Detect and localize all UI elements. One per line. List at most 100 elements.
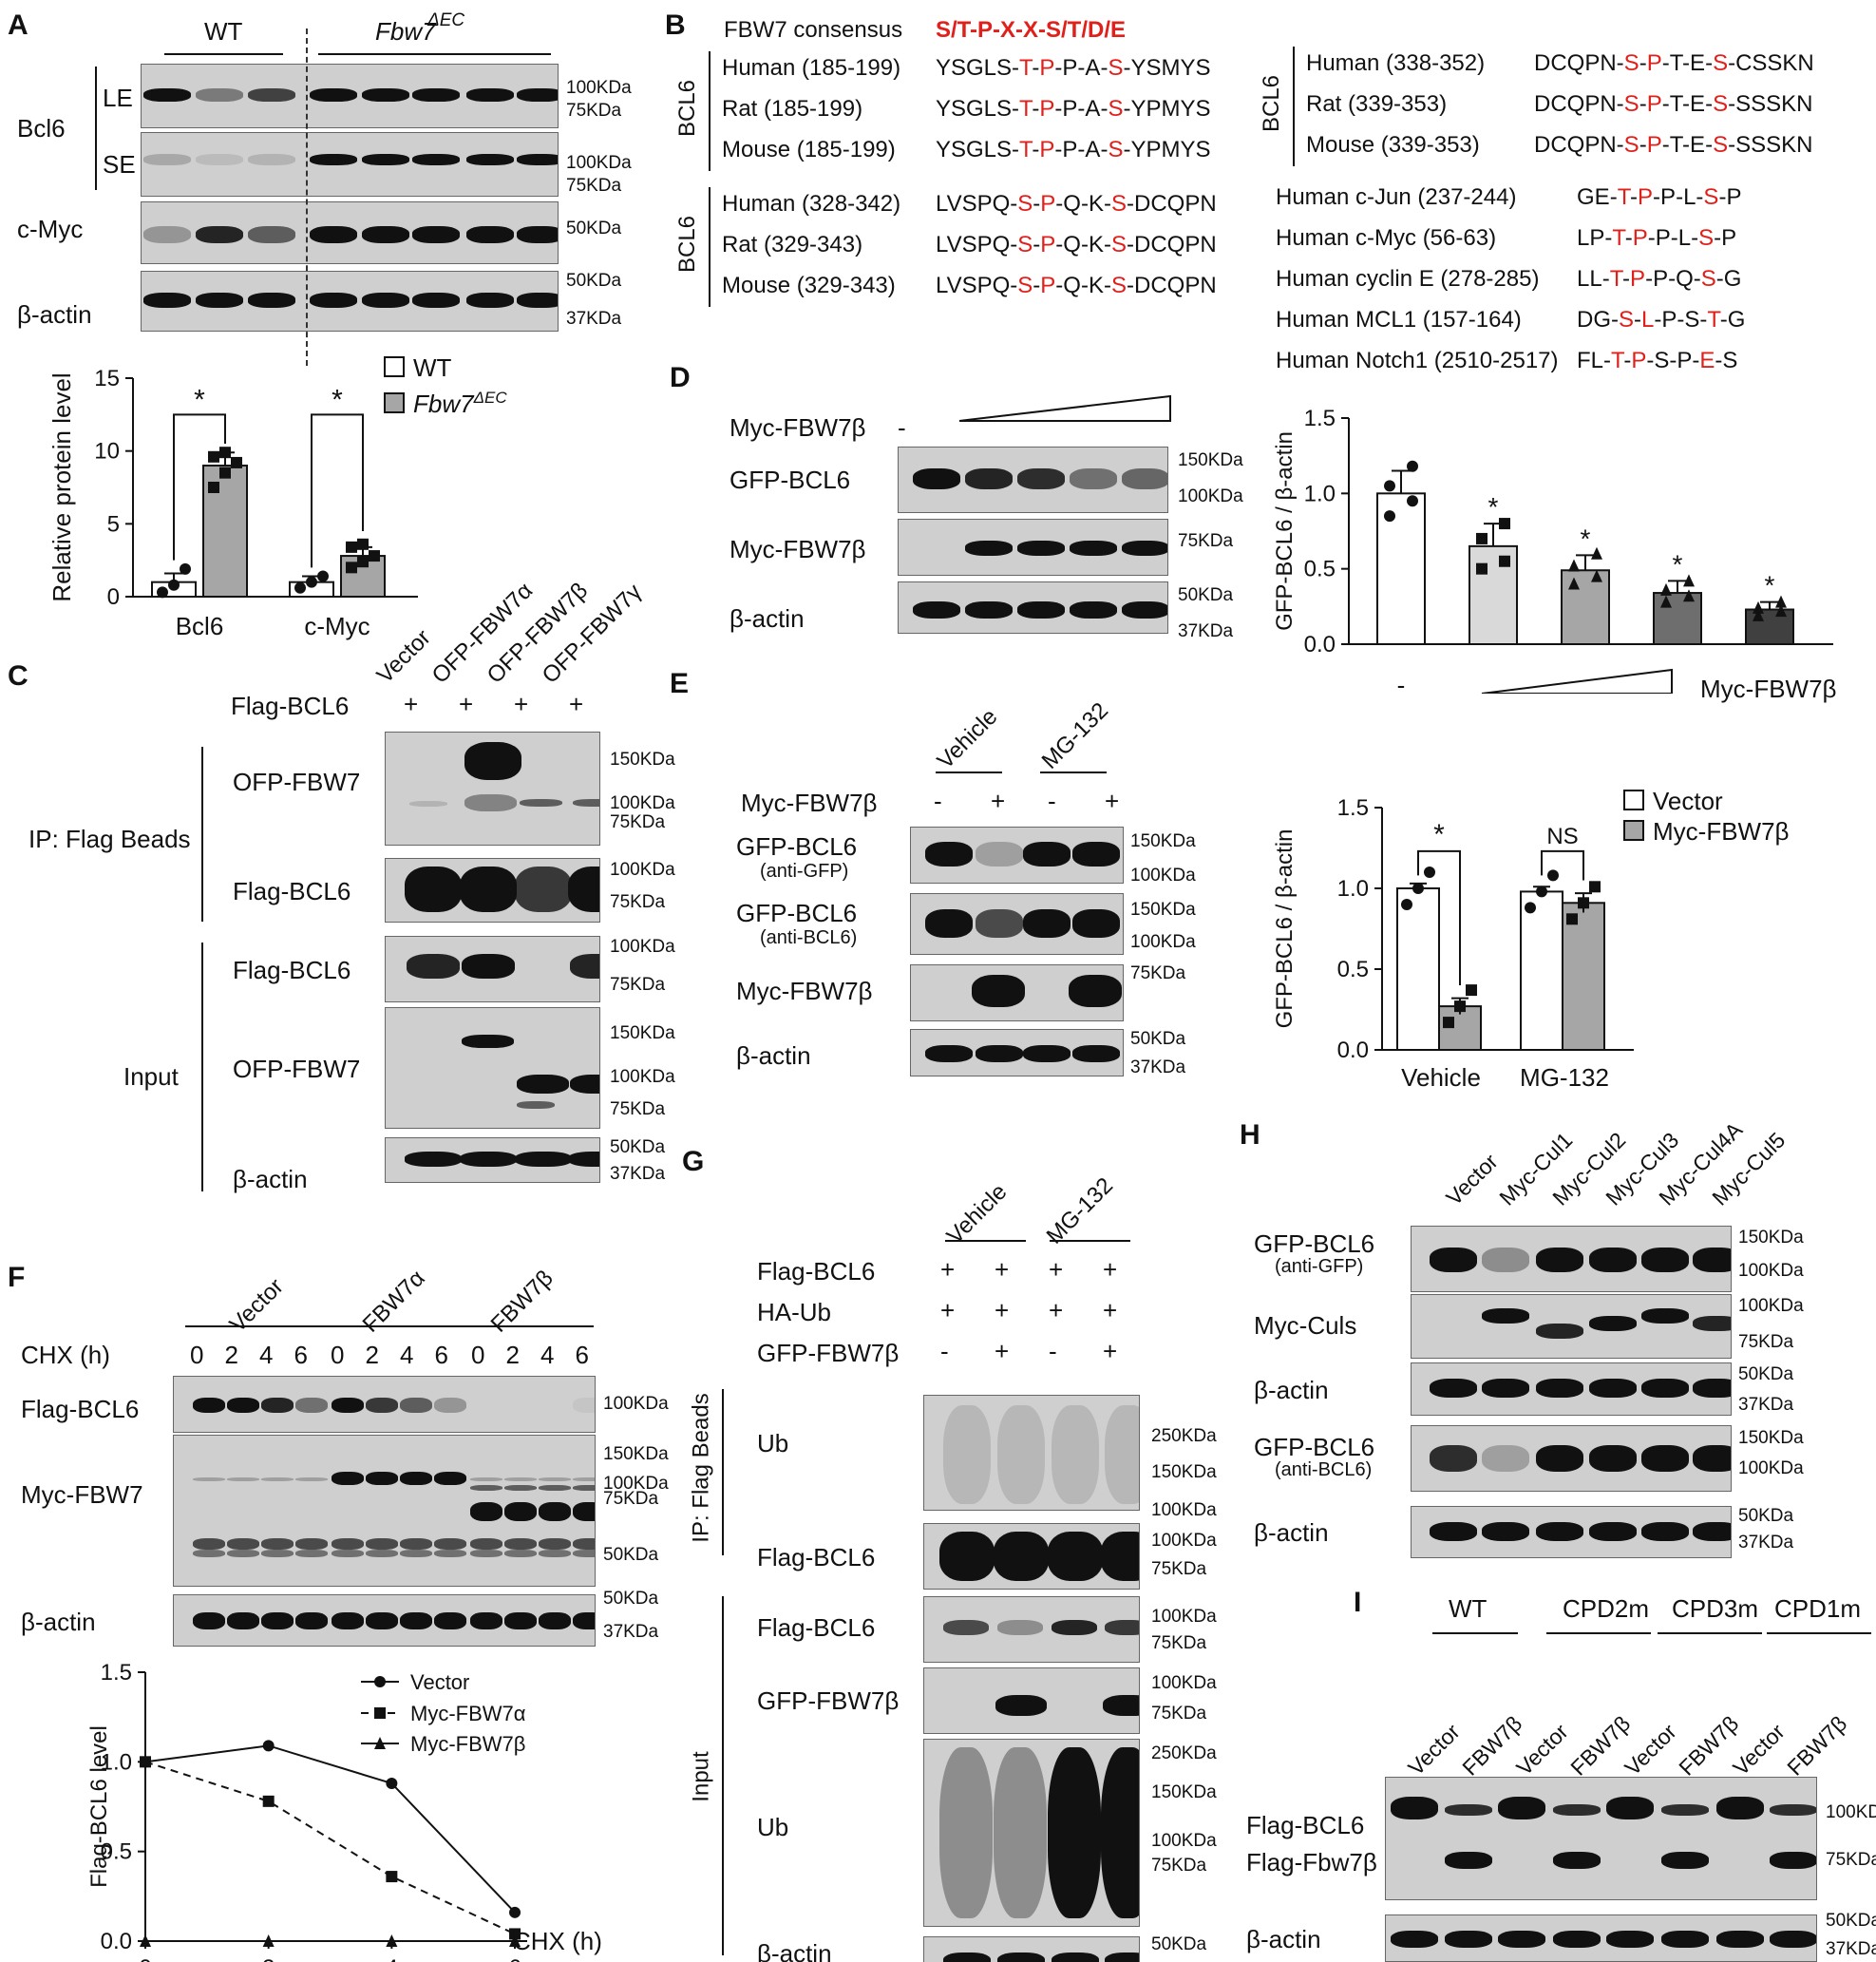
panel-letter-H: H xyxy=(1240,1119,1260,1151)
data-point xyxy=(157,586,168,599)
band xyxy=(466,88,514,102)
data-point xyxy=(1536,886,1547,898)
x-tick-label: 2 xyxy=(262,1955,275,1962)
mw-marker: 50KDa xyxy=(1151,1934,1207,1954)
significance: * xyxy=(1433,819,1445,850)
mw-marker: 150KDa xyxy=(1151,1462,1217,1482)
band xyxy=(539,1477,571,1481)
band xyxy=(1482,1522,1529,1541)
band xyxy=(1445,1804,1492,1816)
mw-marker: 50KDa xyxy=(1130,1029,1186,1049)
band xyxy=(470,1538,502,1550)
data-point xyxy=(1683,574,1695,587)
band xyxy=(464,794,517,811)
mw-marker: 150KDa xyxy=(1130,831,1196,851)
y-tick-label: 0.0 xyxy=(1304,632,1336,657)
data-point xyxy=(140,1756,151,1768)
significance: NS xyxy=(1546,824,1578,849)
lane-label: FBW7β xyxy=(1457,1710,1527,1781)
band xyxy=(1716,1931,1764,1948)
band xyxy=(227,1612,259,1629)
mw-marker: 75KDa xyxy=(1826,1850,1876,1870)
data-point xyxy=(1401,899,1412,910)
band xyxy=(434,1472,466,1485)
band xyxy=(412,226,460,243)
significance: * xyxy=(1581,524,1591,553)
band xyxy=(1445,1852,1492,1869)
band xyxy=(400,1550,432,1557)
y-tick-label: 1.0 xyxy=(1304,481,1336,506)
mw-marker: 150KDa xyxy=(1130,900,1196,920)
treat-mark: + xyxy=(1049,1296,1064,1324)
motif-seq: YSGLS-T-P-P-A-S-YPMYS xyxy=(936,137,1211,162)
time-label: 0 xyxy=(331,1341,345,1369)
x-tick-label: Vehicle xyxy=(1401,1063,1481,1092)
protein-label: Human c-Jun (237-244) xyxy=(1276,184,1517,210)
mw-marker: 100KDa xyxy=(1130,932,1196,952)
panel-letter-B: B xyxy=(665,10,686,41)
legend-marker xyxy=(374,1676,386,1687)
band xyxy=(1693,1248,1731,1272)
blot-H-row4 xyxy=(1411,1506,1732,1558)
band xyxy=(1716,1797,1764,1819)
species-label: Mouse (185-199) xyxy=(722,137,896,162)
x-tick-label: MG-132 xyxy=(1520,1063,1609,1092)
group-divider xyxy=(306,29,308,366)
band xyxy=(405,867,462,912)
row-sub-se: SE xyxy=(103,150,136,179)
band xyxy=(1589,1522,1637,1541)
species-label: Rat (185-199) xyxy=(722,96,863,122)
chart-F: 0.0 0.5 1.0 1.5 0 2 4 6 Flag-BCL6 level Vector Myc… xyxy=(86,1660,527,1962)
band xyxy=(1589,1379,1637,1398)
row-label: β-actin xyxy=(757,1939,832,1962)
data-point xyxy=(1407,460,1418,472)
band xyxy=(261,1477,294,1481)
treat-mark: + xyxy=(991,787,1006,815)
band xyxy=(248,154,295,165)
input-label: Input xyxy=(123,1062,179,1091)
row-sub-le: LE xyxy=(103,84,133,112)
significance: * xyxy=(194,384,205,415)
row-label: β-actin xyxy=(730,604,805,633)
time-label: 0 xyxy=(190,1341,204,1369)
mw-marker: 75KDa xyxy=(610,975,666,995)
treat-mark: - xyxy=(934,787,942,815)
band xyxy=(1693,1522,1731,1541)
band xyxy=(470,1550,502,1557)
mw-marker: 150KDa xyxy=(610,1023,675,1043)
band xyxy=(976,1045,1023,1062)
row-label-cmyc: c-Myc xyxy=(17,215,84,243)
band xyxy=(1606,1931,1654,1948)
cond-label: MG-132 xyxy=(1041,1172,1119,1249)
treat-mark: - xyxy=(898,413,906,442)
data-point xyxy=(386,1777,398,1789)
band xyxy=(400,1398,432,1413)
group-label: WT xyxy=(1449,1594,1488,1623)
chart-A: 0 5 10 15 Bcl6 * c-Myc * Relative protein level W… xyxy=(47,353,507,640)
band xyxy=(517,1101,555,1109)
band xyxy=(460,1152,517,1167)
blot-H-row1 xyxy=(1411,1294,1732,1359)
mw-marker: 250KDa xyxy=(1151,1426,1217,1446)
bar xyxy=(1396,887,1440,1051)
blot-D-row1 xyxy=(898,519,1168,576)
protein-label: Human c-Myc (56-63) xyxy=(1276,225,1497,251)
band xyxy=(517,1075,569,1094)
significance: * xyxy=(1673,549,1683,579)
band xyxy=(939,1532,995,1581)
group-rule-fbw7 xyxy=(318,53,551,55)
blot-A-row0 xyxy=(141,64,559,128)
mw-marker: 75KDa xyxy=(1151,1559,1207,1579)
band xyxy=(434,1398,466,1413)
treat-mark: + xyxy=(514,690,529,718)
band xyxy=(1101,1747,1139,1918)
blot-G-row2 xyxy=(923,1596,1140,1663)
y-tick-label: 0.5 xyxy=(1304,557,1336,582)
mw-marker: 100KDa xyxy=(610,860,675,880)
treat-label: GFP-FBW7β xyxy=(757,1339,900,1367)
time-label: 4 xyxy=(259,1341,274,1369)
protein-label: Human Notch1 (2510-2517) xyxy=(1276,348,1559,373)
band xyxy=(943,1952,991,1962)
row-label: OFP-FBW7 xyxy=(233,1055,361,1083)
group-label-wt: WT xyxy=(204,17,243,46)
